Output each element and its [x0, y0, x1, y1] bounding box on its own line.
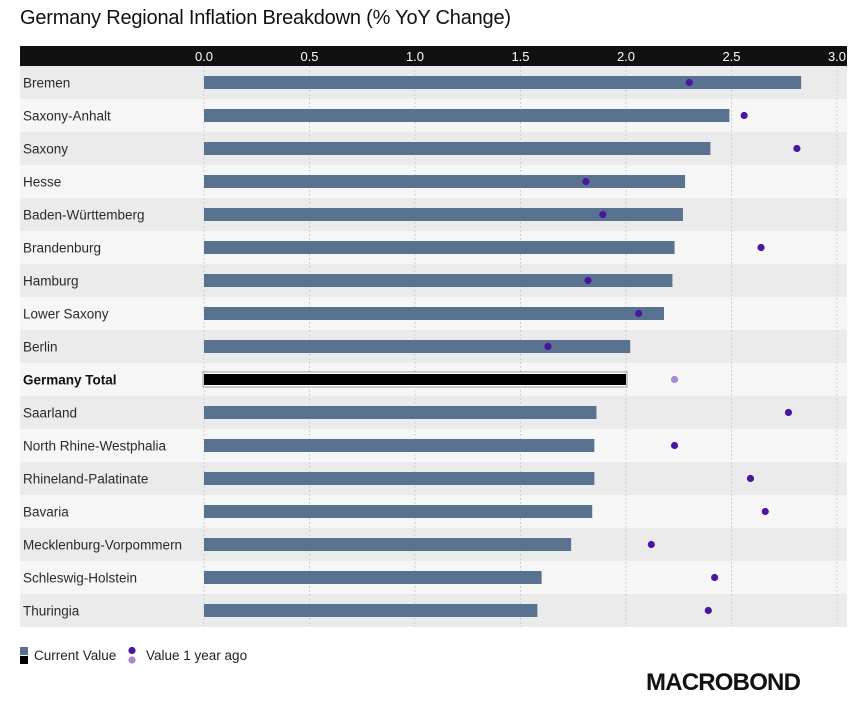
axis-band — [20, 46, 847, 66]
bar-current — [204, 109, 730, 122]
category-label: Lower Saxony — [23, 307, 109, 322]
category-label: Saxony — [23, 142, 68, 157]
bar-current — [204, 538, 572, 551]
category-label: Hamburg — [23, 274, 79, 289]
dot-prior — [784, 408, 793, 417]
bar-current — [204, 472, 595, 485]
legend-swatch-prior — [128, 646, 136, 664]
chart-title: Germany Regional Inflation Breakdown (% … — [20, 7, 511, 29]
dot-prior — [740, 111, 748, 120]
dot-prior — [582, 177, 590, 186]
bar-current — [204, 274, 673, 287]
bar-current — [204, 406, 597, 419]
dot-prior — [746, 474, 755, 483]
category-labels: Bremen Saxony-Anhalt Saxony Hesse Baden-Würt… — [23, 76, 182, 619]
category-label: Bremen — [23, 76, 70, 91]
category-label: Hesse — [23, 175, 61, 190]
bar-current — [204, 571, 542, 584]
x-axis-ticks: 0.0 0.5 1.0 1.5 2.0 2.5 3.0 — [195, 49, 846, 64]
category-label: Germany Total — [23, 373, 117, 388]
x-tick-label: 3.0 — [828, 49, 846, 64]
category-label: Saarland — [23, 406, 77, 421]
row-backgrounds — [20, 66, 847, 627]
dot-prior — [793, 144, 801, 153]
bar-current — [204, 439, 595, 452]
dot-prior — [584, 276, 592, 285]
bar-current — [204, 142, 711, 155]
dot-prior — [544, 342, 552, 351]
dot-prior — [711, 573, 719, 582]
category-label: Brandenburg — [23, 241, 101, 256]
bar-current — [204, 175, 686, 188]
legend-label-prior: Value 1 year ago — [146, 648, 248, 663]
legend-swatch-current — [20, 647, 28, 664]
legend-label-current: Current Value — [34, 648, 117, 663]
x-tick-label: 0.0 — [195, 49, 213, 64]
dots-prior — [544, 78, 801, 615]
dot-prior — [685, 78, 693, 87]
x-tick-label: 1.0 — [406, 49, 424, 64]
category-label: Bavaria — [23, 505, 69, 520]
bar-current — [204, 340, 631, 353]
bar-chart: 0.0 0.5 1.0 1.5 2.0 2.5 3.0 Bremen Saxony-Anhal… — [20, 46, 847, 627]
category-label: Baden-Württemberg — [23, 208, 145, 223]
bar-current — [204, 604, 538, 617]
category-label: North Rhine-Westphalia — [23, 439, 167, 454]
x-tick-label: 2.5 — [722, 49, 740, 64]
bars-current — [202, 76, 802, 617]
category-label: Schleswig-Holstein — [23, 571, 137, 586]
dot-prior — [670, 375, 679, 384]
category-label: Berlin — [23, 340, 58, 355]
dot-prior — [635, 309, 643, 318]
bar-current — [204, 241, 675, 254]
bar-current — [204, 208, 683, 221]
category-label: Rhineland-Palatinate — [23, 472, 148, 487]
bar-current — [204, 307, 664, 320]
category-label: Mecklenburg-Vorpommern — [23, 538, 182, 553]
logo-text: MACROBOND — [646, 669, 801, 696]
category-label: Thuringia — [23, 604, 80, 619]
x-tick-label: 0.5 — [300, 49, 318, 64]
dot-prior — [757, 243, 765, 252]
bar-current — [204, 76, 802, 89]
dot-prior — [647, 540, 655, 549]
category-label: Saxony-Anhalt — [23, 109, 111, 124]
x-tick-label: 2.0 — [617, 49, 635, 64]
macrobond-logo: MACROBOND — [646, 669, 801, 696]
dot-prior — [704, 606, 712, 615]
x-tick-label: 1.5 — [511, 49, 529, 64]
bar-current — [204, 374, 626, 385]
bar-current — [204, 505, 593, 518]
dot-prior — [599, 210, 607, 219]
dot-prior — [670, 441, 679, 450]
dot-prior — [761, 507, 769, 516]
